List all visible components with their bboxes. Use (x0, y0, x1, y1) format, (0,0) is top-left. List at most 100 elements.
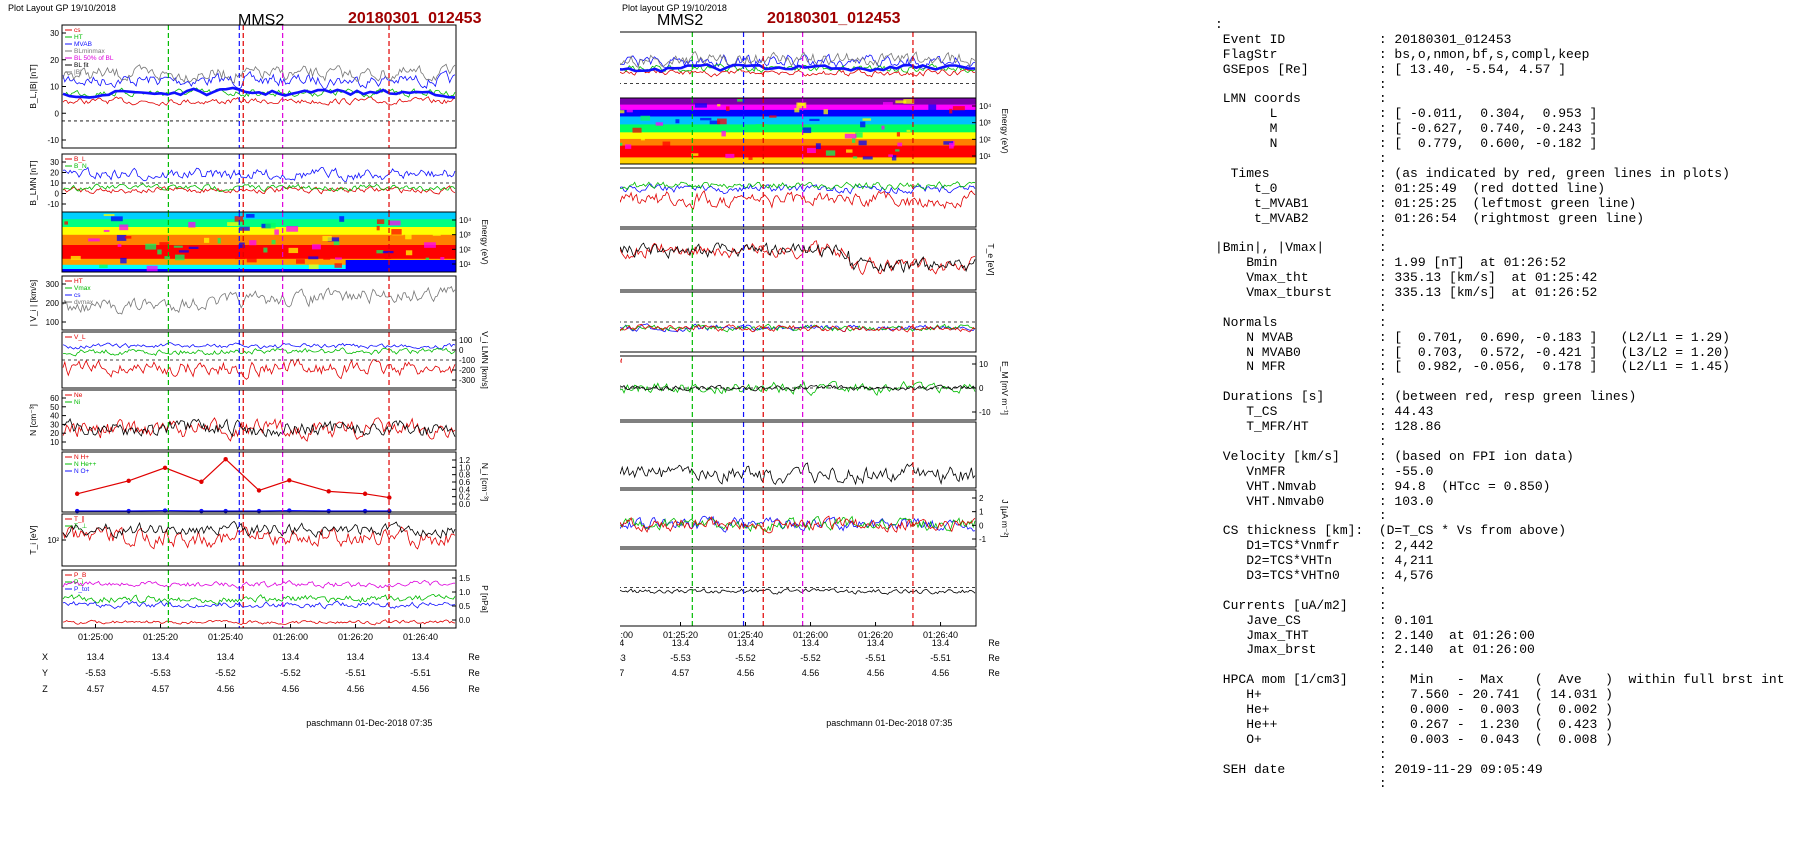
info-line: Velocity [km/s] : (based on FPI ion data… (1215, 448, 1574, 464)
data-point (256, 488, 262, 493)
spectrogram-speck (882, 102, 893, 107)
y-axis-label: Energy (eV) (480, 219, 490, 265)
position-value: -5.52 (280, 668, 301, 678)
info-line: T_CS : 44.43 (1215, 404, 1434, 420)
spectrogram-speck (296, 259, 305, 264)
position-value: -5.52 (215, 668, 236, 678)
y-tick-label: 40 (50, 412, 59, 421)
position-value: 4.56 (412, 684, 430, 694)
legend-label: BL 50% of BL (74, 55, 114, 62)
x-tick-label: 01:26:20 (858, 630, 893, 640)
series-line (620, 323, 976, 333)
y-tick-label: 10 (50, 83, 59, 92)
spectrogram-speck (384, 255, 392, 260)
spectrogram-speck (99, 264, 108, 269)
y-tick-label: 0 (979, 521, 984, 530)
series-line (62, 285, 456, 315)
position-value: 13.4 (802, 638, 820, 648)
layout-label: Plot layout GP 19/10/2018 (622, 3, 727, 13)
spectrogram-speck (249, 240, 257, 246)
spectrogram-speck (274, 229, 279, 235)
y-tick-label: -100 (459, 356, 476, 365)
info-line: VnMFR : -55.0 (1215, 463, 1434, 479)
spectrogram-speck (717, 104, 721, 107)
info-line: D3=TCS*VHTn0 : 4,576 (1215, 567, 1434, 583)
y-tick-label: 1.0 (459, 588, 471, 597)
series-line (62, 358, 456, 380)
y-tick-label: 0.8 (459, 471, 471, 480)
spectrogram-speck (895, 100, 907, 104)
spectrogram-band (62, 219, 456, 228)
spectrogram-speck (862, 118, 872, 121)
spectrogram-speck (626, 109, 633, 113)
spectrogram-speck (246, 214, 255, 218)
spectrogram-speck (815, 143, 821, 150)
spectrogram-band (62, 234, 456, 246)
spectrogram-speck (388, 220, 401, 226)
info-line: H+ : 7.560 - 20.741 ( 14.031 ) (1215, 687, 1613, 703)
series-line (62, 579, 456, 589)
info-line: |Bmin|, |Vmax| : (1215, 240, 1387, 256)
footer-credit: paschmann 01-Dec-2018 07:35 (826, 718, 952, 728)
y-tick-label: 2 (979, 494, 984, 503)
spectrogram-band (620, 98, 976, 106)
info-line: Bmin : 1.99 [nT] at 01:26:52 (1215, 255, 1567, 271)
y-tick-label: 10² (979, 135, 991, 144)
panel-5: 1050-5E_LMN [mV m⁻¹]E_LE_ME_N (620, 291, 977, 353)
y-tick-label: 10² (459, 245, 471, 254)
info-line: HPCA mom [1/cm3] : Min - Max ( Ave ) wit… (1215, 672, 1785, 688)
position-value: 13.4 (412, 652, 430, 662)
spectrogram-speck (896, 132, 900, 137)
spectrogram-speck (124, 236, 132, 239)
position-value: 4.57 (152, 684, 170, 694)
spectrogram-speck (691, 153, 699, 156)
panel-frame (620, 421, 977, 489)
info-line: : (1215, 746, 1387, 762)
legend-label: HT (74, 278, 83, 285)
x-tick-label: 01:25:40 (208, 632, 243, 642)
data-point (126, 478, 131, 483)
spectrogram-speck (903, 99, 915, 104)
x-tick-label: 01:25:00 (620, 630, 633, 640)
legend-label: N H+ (74, 454, 89, 461)
legend-label: Ni (74, 399, 80, 406)
spectrogram-speck (640, 137, 645, 141)
spectrogram-speck (263, 247, 268, 253)
spectrogram-speck (823, 109, 828, 115)
info-line: FlagStr : bs,o,nmon,bf,s,compl,keep (1215, 46, 1590, 62)
series-line (620, 183, 976, 195)
bl-fit-line (620, 63, 975, 73)
position-value: -5.52 (800, 653, 821, 663)
spectrogram-speck (709, 120, 721, 125)
panel-9: 1.5 1.0 0.5 0.0 P [nPa] P_BP_iP_tot (61, 569, 490, 629)
spectrogram-speck (297, 231, 307, 235)
info-line: He+ : 0.000 - 0.003 ( 0.002 ) (1215, 701, 1613, 717)
position-value: 13.4 (932, 638, 950, 648)
spectrogram-speck (640, 115, 651, 121)
spectrogram-speck (70, 255, 81, 260)
spectrogram-speck (239, 242, 245, 248)
y-tick-label: 50 (50, 403, 59, 412)
spectrogram-speck (145, 243, 157, 250)
y-axis-label: B_L,|B| [nT] (28, 64, 38, 109)
spectrogram-speck (725, 125, 731, 132)
spectrogram-speck (391, 229, 402, 235)
info-line: : (1215, 582, 1387, 598)
data-point (326, 508, 331, 514)
info-line: He++ : 0.267 - 1.230 ( 0.423 ) (1215, 716, 1613, 732)
spectrogram-speck (188, 221, 196, 228)
spectrogram-band (62, 269, 456, 273)
spectrogram-speck (858, 140, 867, 146)
y-tick-label: 100 (459, 336, 473, 345)
y-axis-label: V_i LMN [km/s] (480, 331, 490, 389)
y-tick-label: 0.2 (459, 493, 471, 502)
series-line (62, 183, 456, 193)
x-tick-label: 01:25:40 (728, 630, 763, 640)
spectrogram-speck (769, 115, 777, 118)
panel-9: 1050-5-10J*E' [nW m⁻³]J*E' (620, 548, 977, 627)
info-line: O+ : 0.003 - 0.043 ( 0.008 ) (1215, 731, 1613, 747)
y-tick-label: -10 (979, 408, 991, 417)
y-axis-label: N [cm⁻³] (28, 404, 38, 436)
y-tick-label: -10 (47, 200, 59, 209)
